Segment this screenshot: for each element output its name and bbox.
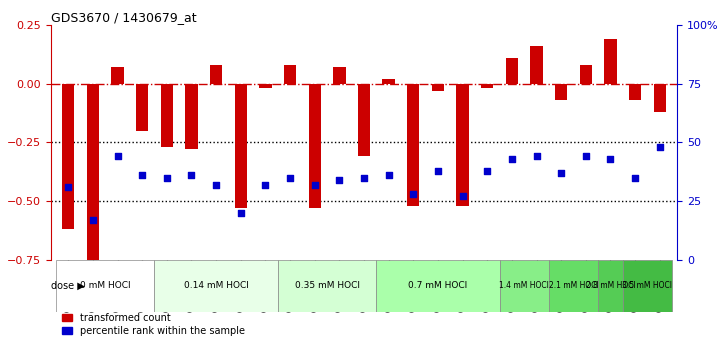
Bar: [531, 46, 542, 84]
Point: [136, 172, 148, 178]
Bar: [549, 260, 598, 312]
Text: dose ▶: dose ▶: [52, 281, 85, 291]
Point: [260, 182, 272, 188]
Bar: [56, 260, 154, 312]
Point: [555, 170, 567, 176]
Bar: [654, 84, 666, 112]
Point: [629, 175, 641, 181]
Bar: [598, 260, 623, 312]
Point: [186, 172, 197, 178]
Bar: [382, 79, 395, 84]
Point: [111, 154, 123, 159]
Text: 2.1 mM HOCl: 2.1 mM HOCl: [549, 281, 598, 290]
Bar: [481, 84, 494, 88]
Text: GDS3670 / 1430679_at: GDS3670 / 1430679_at: [51, 11, 197, 24]
Text: 0.35 mM HOCl: 0.35 mM HOCl: [295, 281, 360, 290]
Text: 0.14 mM HOCl: 0.14 mM HOCl: [183, 281, 248, 290]
Bar: [432, 84, 444, 91]
Bar: [499, 260, 549, 312]
Bar: [309, 84, 321, 208]
Bar: [136, 84, 149, 131]
Point: [309, 182, 320, 188]
Bar: [277, 260, 376, 312]
Bar: [210, 65, 222, 84]
Bar: [111, 67, 124, 84]
Text: 0.7 mM HOCl: 0.7 mM HOCl: [408, 281, 467, 290]
Bar: [506, 58, 518, 84]
Point: [481, 168, 493, 173]
Bar: [333, 67, 346, 84]
Bar: [456, 84, 469, 206]
Point: [161, 175, 173, 181]
Point: [506, 156, 518, 162]
Point: [333, 177, 345, 183]
Bar: [358, 84, 370, 156]
Bar: [623, 260, 672, 312]
Bar: [629, 84, 641, 100]
Point: [580, 154, 592, 159]
Point: [284, 175, 296, 181]
Point: [432, 168, 444, 173]
Text: 3.5 mM HOCl: 3.5 mM HOCl: [622, 281, 673, 290]
Point: [605, 156, 617, 162]
Text: 1.4 mM HOCl: 1.4 mM HOCl: [499, 281, 549, 290]
Bar: [186, 84, 197, 149]
Bar: [579, 65, 592, 84]
Point: [358, 175, 370, 181]
Bar: [555, 84, 567, 100]
Bar: [87, 84, 99, 276]
Text: 2.8 mM HOCl: 2.8 mM HOCl: [585, 281, 636, 290]
Point: [235, 210, 247, 216]
Point: [456, 194, 468, 199]
Bar: [604, 39, 617, 84]
Point: [63, 184, 74, 190]
Legend: transformed count, percentile rank within the sample: transformed count, percentile rank withi…: [62, 313, 245, 336]
Bar: [234, 84, 247, 208]
Bar: [154, 260, 277, 312]
Point: [408, 191, 419, 197]
Point: [383, 172, 395, 178]
Point: [210, 182, 222, 188]
Point: [654, 144, 665, 150]
Bar: [376, 260, 499, 312]
Bar: [62, 84, 74, 229]
Bar: [259, 84, 272, 88]
Bar: [161, 84, 173, 147]
Point: [531, 154, 542, 159]
Point: [87, 217, 99, 223]
Bar: [284, 65, 296, 84]
Bar: [407, 84, 419, 206]
Text: 0 mM HOCl: 0 mM HOCl: [80, 281, 130, 290]
